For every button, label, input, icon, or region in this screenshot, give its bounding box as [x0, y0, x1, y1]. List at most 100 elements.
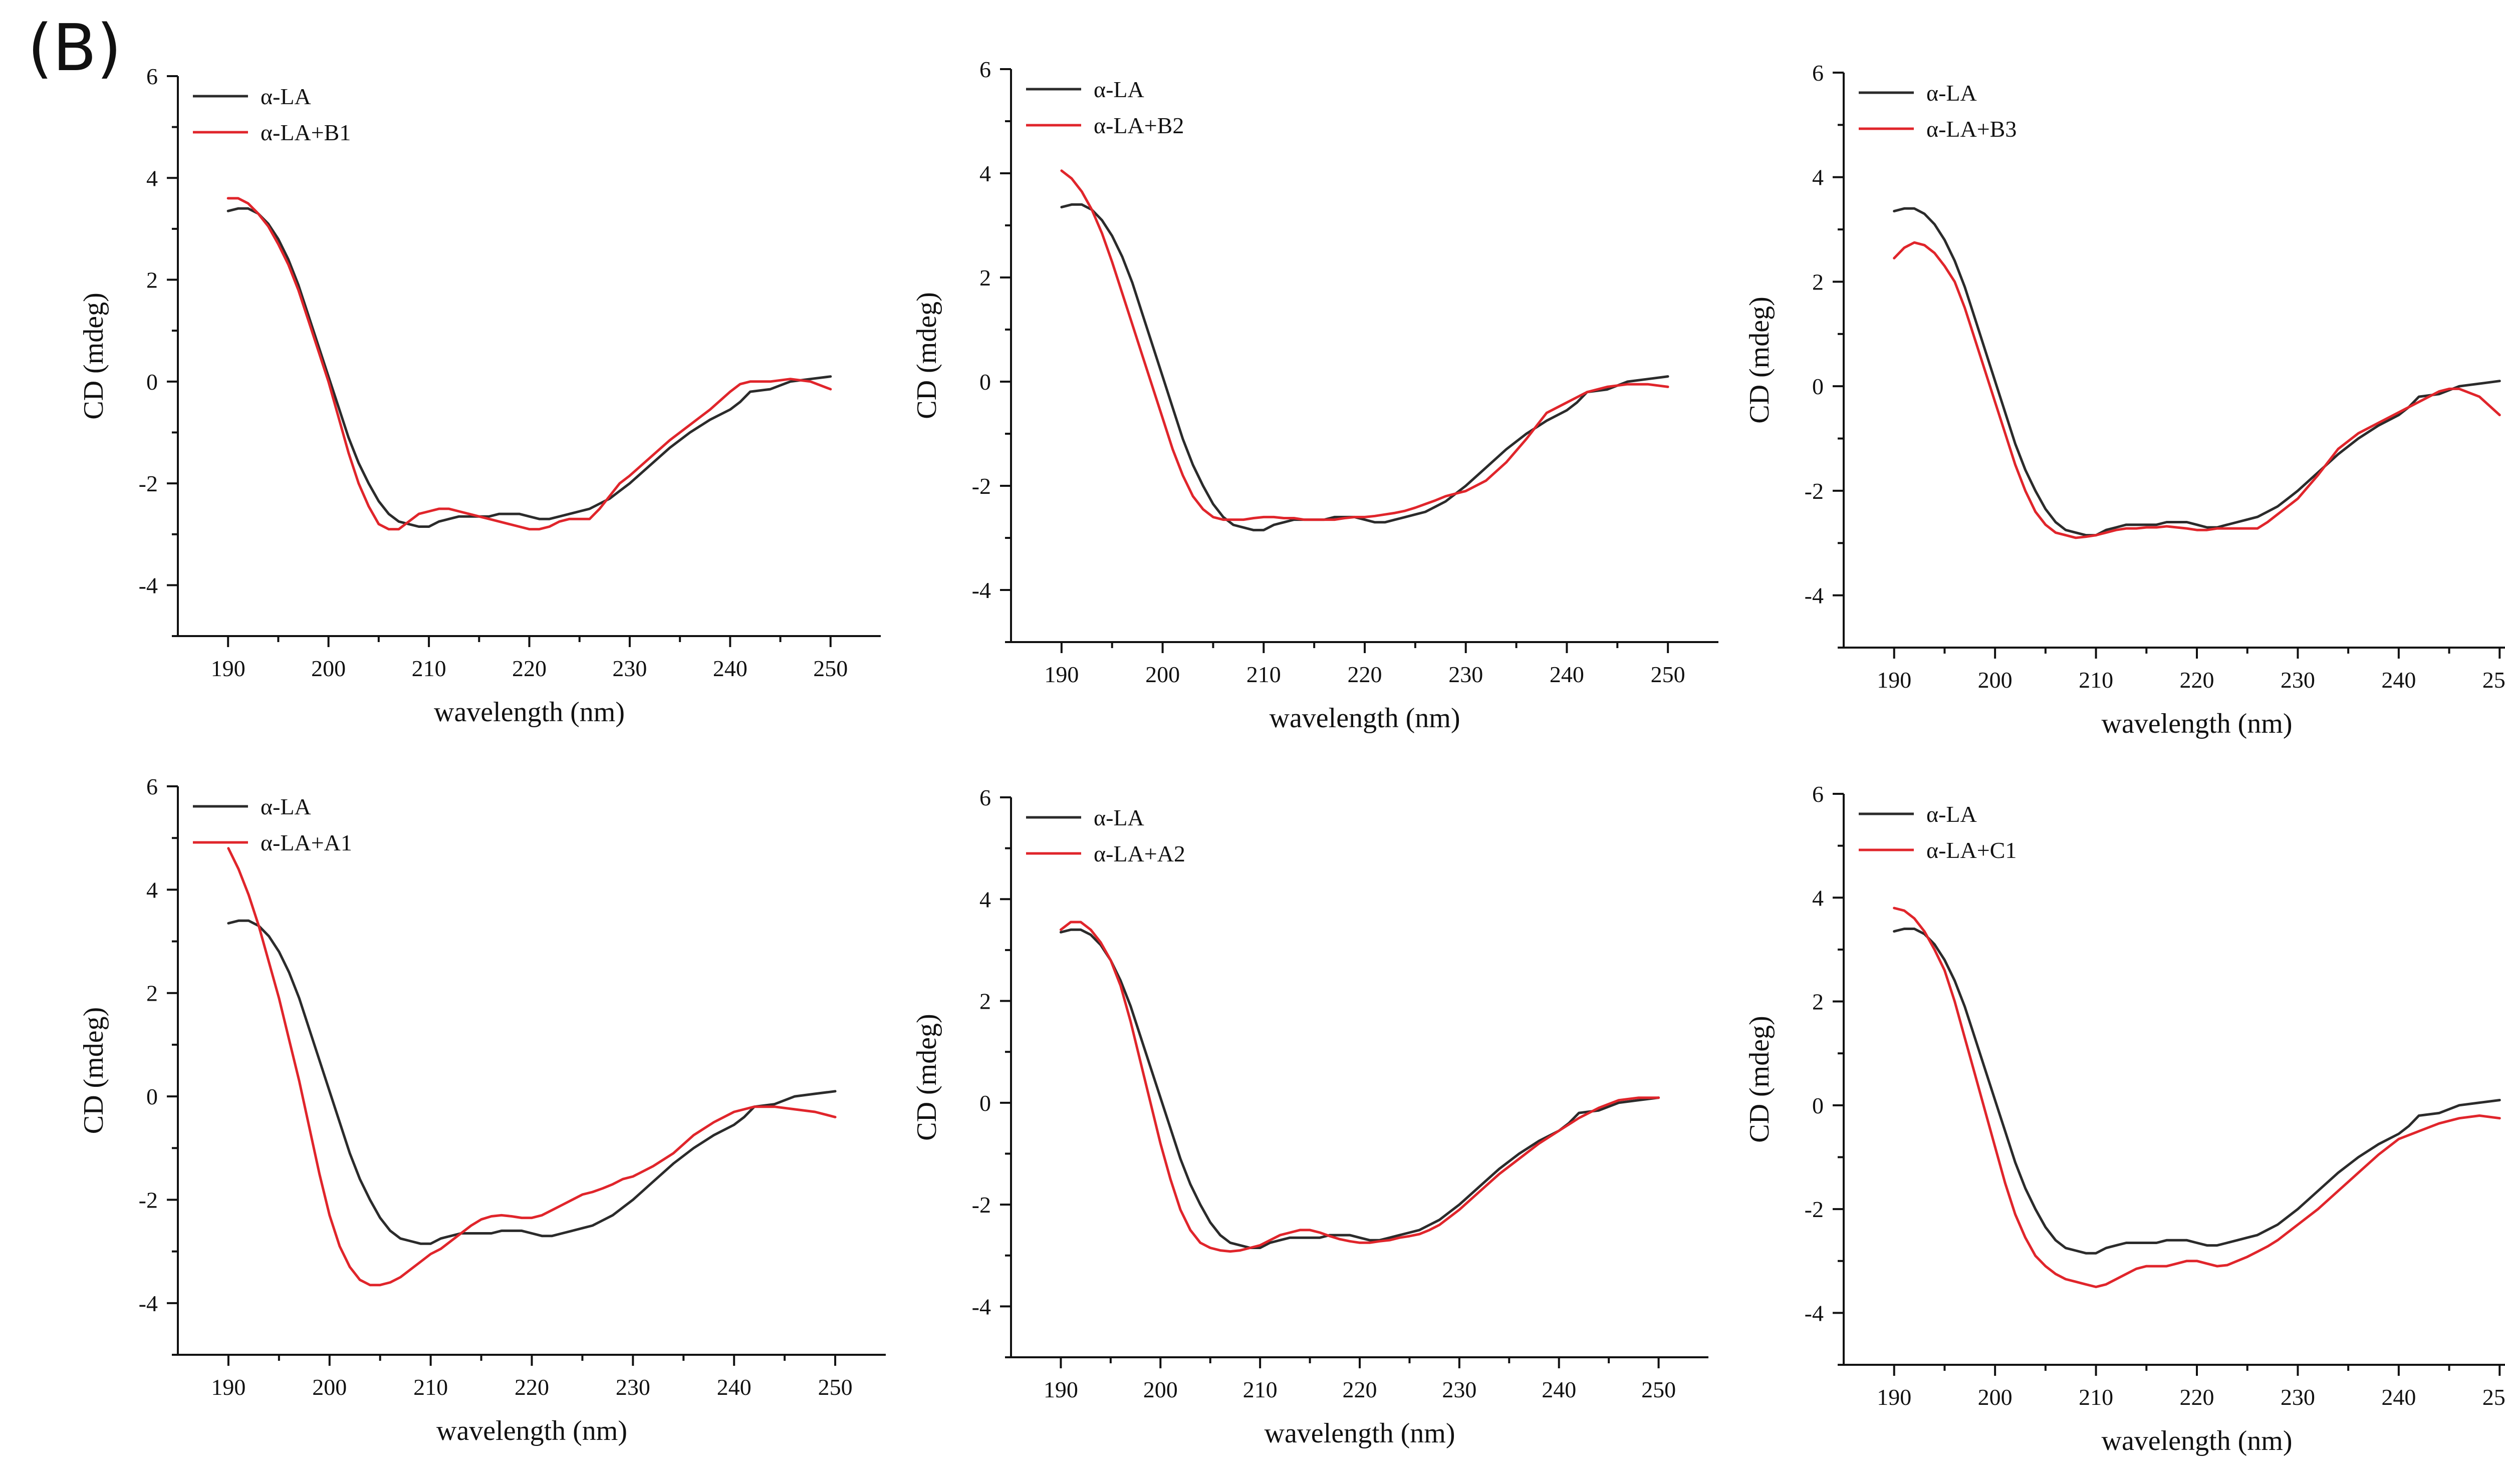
cd-chart-5: -4 -2 0 2 4 6 190 200 210 220 230 240 250 wavelength …	[911, 785, 1708, 1449]
x-tick-label: 220	[512, 656, 547, 681]
y-tick-label: 4	[146, 877, 158, 903]
x-tick-label: 210	[412, 656, 446, 681]
y-tick-label: -4	[972, 577, 991, 603]
panel-label: (B)	[28, 11, 122, 86]
y-tick-label: -2	[1805, 478, 1824, 504]
cd-chart-1: -4 -2 0 2 4 6 190 200 210 220 230 240 250 wavelength …	[78, 64, 881, 728]
y-tick-label: 2	[979, 989, 991, 1014]
x-tick-label: 210	[1243, 1377, 1278, 1402]
x-tick-label: 250	[1641, 1377, 1676, 1402]
x-tick-label: 230	[2281, 1384, 2315, 1410]
y-tick-label: -4	[1805, 583, 1824, 609]
y-tick-label: 2	[146, 981, 158, 1006]
x-tick-label: 250	[813, 656, 848, 681]
x-tick-label: 250	[1651, 662, 1685, 687]
y-tick-label: 4	[146, 165, 158, 191]
series-line-reference	[1893, 928, 2501, 1255]
legend-label: α-LA	[1094, 805, 1144, 830]
cd-chart-2: -4 -2 0 2 4 6 190 200 210 220 230 240 250 wavelength …	[911, 57, 1718, 734]
x-tick-label: 230	[612, 656, 647, 681]
x-axis-label: wavelength (nm)	[2102, 708, 2293, 739]
x-axis-label: wavelength (nm)	[1270, 703, 1460, 734]
x-tick-label: 190	[1877, 667, 1911, 693]
x-tick-label: 190	[211, 656, 245, 681]
y-tick-label: -2	[139, 1187, 158, 1213]
x-tick-label: 240	[1542, 1377, 1576, 1402]
y-tick-label: 0	[979, 1090, 991, 1116]
series-line-reference	[227, 919, 837, 1245]
series-line-sample	[1893, 241, 2501, 539]
y-tick-label: 0	[146, 369, 158, 395]
y-tick-label: 4	[979, 886, 991, 912]
legend-label: α-LA+A2	[1094, 841, 1185, 866]
y-axis-label: CD (mdeg)	[911, 1014, 942, 1141]
series-line-sample	[226, 197, 832, 531]
series-line-reference	[1060, 203, 1669, 531]
x-tick-label: 210	[2079, 1384, 2113, 1410]
y-tick-label: 6	[1812, 60, 1824, 86]
y-tick-label: 0	[1812, 1093, 1824, 1118]
series-line-sample	[227, 847, 837, 1287]
y-axis-label: CD (mdeg)	[1744, 296, 1775, 424]
legend-label: α-LA+A1	[261, 830, 352, 855]
y-tick-label: -4	[139, 1291, 158, 1316]
series-line-reference	[226, 207, 832, 528]
y-tick-label: 2	[979, 265, 991, 290]
cd-chart-6: -4 -2 0 2 4 6 190 200 210 220 230 240 250 wavelength …	[1744, 781, 2505, 1456]
y-tick-label: -4	[1805, 1300, 1824, 1326]
y-tick-label: 6	[146, 64, 158, 89]
y-tick-label: 0	[146, 1084, 158, 1109]
legend-label: α-LA+B2	[1094, 113, 1184, 138]
y-tick-label: -2	[1805, 1197, 1824, 1222]
y-tick-label: 6	[1812, 781, 1824, 807]
x-tick-label: 220	[1348, 662, 1382, 687]
x-tick-label: 190	[1044, 1377, 1078, 1402]
x-tick-label: 200	[311, 656, 346, 681]
y-tick-label: 2	[1812, 269, 1824, 294]
x-tick-label: 250	[818, 1374, 853, 1400]
x-tick-label: 240	[717, 1374, 752, 1400]
cd-chart-3: -4 -2 0 2 4 6 190 200 210 220 230 240 250 wavelength …	[1744, 60, 2505, 739]
series-line-sample	[1060, 169, 1669, 521]
y-tick-label: 2	[1812, 989, 1824, 1015]
x-tick-label: 200	[312, 1374, 347, 1400]
y-tick-label: 4	[979, 161, 991, 186]
legend-label: α-LA	[1926, 801, 1977, 827]
y-tick-label: 6	[979, 785, 991, 810]
y-tick-label: -4	[139, 572, 158, 598]
x-tick-label: 200	[1145, 662, 1180, 687]
y-tick-label: -2	[139, 471, 158, 496]
legend-label: α-LA+C1	[1926, 837, 2017, 863]
x-axis-label: wavelength (nm)	[1265, 1418, 1455, 1449]
y-tick-label: 4	[1812, 165, 1824, 190]
x-tick-label: 200	[1978, 667, 2013, 693]
legend-label: α-LA+B3	[1926, 116, 2017, 142]
x-tick-label: 240	[2381, 667, 2416, 693]
legend-label: α-LA	[1926, 80, 1977, 106]
y-tick-label: 4	[1812, 885, 1824, 911]
x-tick-label: 220	[2180, 1384, 2214, 1410]
x-axis-label: wavelength (nm)	[436, 1415, 627, 1446]
x-tick-label: 240	[713, 656, 747, 681]
x-tick-label: 230	[2281, 667, 2315, 693]
y-tick-label: -2	[972, 1192, 991, 1218]
legend-label: α-LA+B1	[261, 120, 351, 145]
series-line-reference	[1893, 207, 2501, 537]
x-tick-label: 240	[1550, 662, 1584, 687]
legend-label: α-LA	[1094, 77, 1144, 102]
y-tick-label: 6	[146, 774, 158, 799]
x-tick-label: 190	[211, 1374, 245, 1400]
series-line-reference	[1059, 928, 1660, 1249]
x-tick-label: 230	[1448, 662, 1483, 687]
legend-label: α-LA	[261, 794, 311, 819]
x-tick-label: 250	[2482, 1384, 2505, 1410]
x-tick-label: 220	[1343, 1377, 1377, 1402]
x-tick-label: 240	[2381, 1384, 2416, 1410]
x-tick-label: 190	[1044, 662, 1079, 687]
x-tick-label: 220	[515, 1374, 549, 1400]
y-tick-label: 6	[979, 57, 991, 82]
x-axis-label: wavelength (nm)	[434, 697, 625, 728]
y-tick-label: 0	[979, 369, 991, 395]
